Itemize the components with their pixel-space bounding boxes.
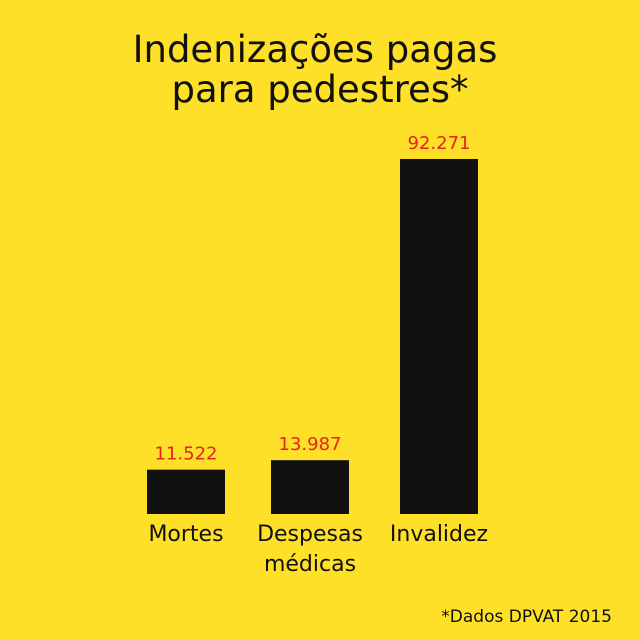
chart-title-line-1: Indenizações pagas: [133, 28, 498, 71]
category-label-1-line-0: Despesas: [257, 522, 363, 547]
value-label-0: 11.522: [155, 444, 218, 465]
category-label-1-line-1: médicas: [264, 552, 356, 577]
chart-title-line-2: para pedestres*: [171, 68, 468, 111]
bar-1: [271, 460, 349, 514]
category-labels-group: Mortes Despesas médicas Invalidez: [148, 522, 488, 577]
value-label-1: 13.987: [279, 434, 342, 455]
value-labels-group: 11.522 13.987 92.271: [155, 133, 471, 465]
category-label-2-line-0: Invalidez: [390, 522, 488, 547]
value-label-2: 92.271: [408, 133, 471, 154]
bar-2: [400, 159, 478, 514]
bars-group: [147, 159, 478, 514]
footnote: *Dados DPVAT 2015: [441, 607, 612, 627]
bar-0: [147, 469, 225, 514]
category-label-0-line-0: Mortes: [148, 522, 223, 547]
